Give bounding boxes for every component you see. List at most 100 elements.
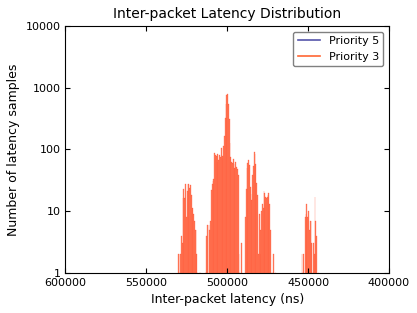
Bar bbox=[225, 117, 226, 313]
Bar bbox=[256, 182, 257, 313]
Bar bbox=[231, 162, 232, 313]
Bar bbox=[210, 221, 211, 313]
Bar bbox=[235, 162, 236, 313]
Bar bbox=[226, 95, 227, 313]
Bar bbox=[312, 273, 313, 313]
Bar bbox=[316, 236, 317, 313]
Bar bbox=[232, 163, 233, 313]
Bar bbox=[315, 221, 316, 313]
Bar bbox=[309, 230, 310, 313]
Bar bbox=[250, 187, 251, 313]
Bar bbox=[214, 153, 215, 313]
Bar bbox=[190, 186, 191, 313]
Bar bbox=[181, 236, 182, 313]
Bar bbox=[306, 204, 307, 313]
Bar bbox=[182, 243, 183, 313]
Bar bbox=[314, 197, 315, 313]
Bar bbox=[302, 273, 303, 313]
Bar bbox=[307, 217, 308, 313]
Bar bbox=[179, 273, 180, 313]
Bar bbox=[206, 236, 207, 313]
Bar bbox=[183, 189, 184, 313]
Bar bbox=[254, 152, 255, 313]
Bar bbox=[209, 230, 210, 313]
Bar bbox=[224, 136, 225, 313]
Bar bbox=[262, 204, 263, 313]
Bar bbox=[227, 94, 228, 313]
Bar bbox=[258, 254, 259, 313]
Bar bbox=[241, 243, 242, 313]
Bar bbox=[212, 183, 213, 313]
Bar bbox=[275, 273, 276, 313]
Bar bbox=[193, 214, 194, 313]
Bar bbox=[264, 192, 265, 313]
Bar bbox=[269, 204, 270, 313]
Bar bbox=[259, 254, 260, 313]
Bar bbox=[217, 162, 218, 313]
Bar bbox=[305, 217, 306, 313]
Bar bbox=[189, 187, 190, 313]
Bar bbox=[239, 273, 240, 313]
Bar bbox=[197, 273, 198, 313]
Bar bbox=[267, 197, 268, 313]
X-axis label: Inter-packet latency (ns): Inter-packet latency (ns) bbox=[151, 293, 304, 306]
Bar bbox=[270, 230, 271, 313]
Y-axis label: Number of latency samples: Number of latency samples bbox=[7, 63, 20, 236]
Bar bbox=[218, 160, 219, 313]
Bar bbox=[273, 254, 274, 313]
Legend: Priority 5, Priority 3: Priority 5, Priority 3 bbox=[293, 32, 384, 66]
Bar bbox=[213, 181, 214, 313]
Bar bbox=[215, 156, 216, 313]
Bar bbox=[230, 143, 231, 313]
Bar bbox=[248, 160, 249, 313]
Bar bbox=[313, 243, 314, 313]
Bar bbox=[180, 254, 181, 313]
Bar bbox=[271, 273, 272, 313]
Bar bbox=[266, 198, 267, 313]
Bar bbox=[219, 156, 220, 313]
Bar bbox=[196, 254, 197, 313]
Bar bbox=[228, 104, 229, 313]
Bar bbox=[220, 157, 221, 313]
Bar bbox=[187, 191, 188, 313]
Bar bbox=[221, 157, 222, 313]
Bar bbox=[229, 119, 230, 313]
Title: Inter-packet Latency Distribution: Inter-packet Latency Distribution bbox=[113, 7, 341, 21]
Bar bbox=[211, 190, 212, 313]
Bar bbox=[310, 221, 311, 313]
Bar bbox=[272, 273, 273, 313]
Bar bbox=[261, 211, 262, 313]
Bar bbox=[192, 208, 193, 313]
Bar bbox=[308, 211, 309, 313]
Bar bbox=[245, 217, 246, 313]
Bar bbox=[246, 168, 247, 313]
Bar bbox=[233, 159, 234, 313]
Bar bbox=[178, 254, 179, 313]
Bar bbox=[223, 146, 224, 313]
Bar bbox=[247, 163, 248, 313]
Bar bbox=[249, 165, 250, 313]
Bar bbox=[260, 230, 261, 313]
Bar bbox=[255, 154, 256, 313]
Bar bbox=[234, 168, 235, 313]
Bar bbox=[265, 197, 266, 313]
Bar bbox=[184, 198, 185, 313]
Bar bbox=[205, 273, 206, 313]
Bar bbox=[186, 217, 187, 313]
Bar bbox=[207, 225, 208, 313]
Bar bbox=[311, 243, 312, 313]
Bar bbox=[237, 168, 238, 313]
Bar bbox=[188, 184, 189, 313]
Bar bbox=[238, 175, 239, 313]
Bar bbox=[191, 208, 192, 313]
Bar bbox=[252, 175, 253, 313]
Bar bbox=[236, 167, 237, 313]
Bar bbox=[263, 208, 264, 313]
Bar bbox=[318, 273, 319, 313]
Bar bbox=[253, 167, 254, 313]
Bar bbox=[208, 225, 209, 313]
Bar bbox=[303, 254, 304, 313]
Bar bbox=[268, 195, 269, 313]
Bar bbox=[185, 184, 186, 313]
Bar bbox=[195, 230, 196, 313]
